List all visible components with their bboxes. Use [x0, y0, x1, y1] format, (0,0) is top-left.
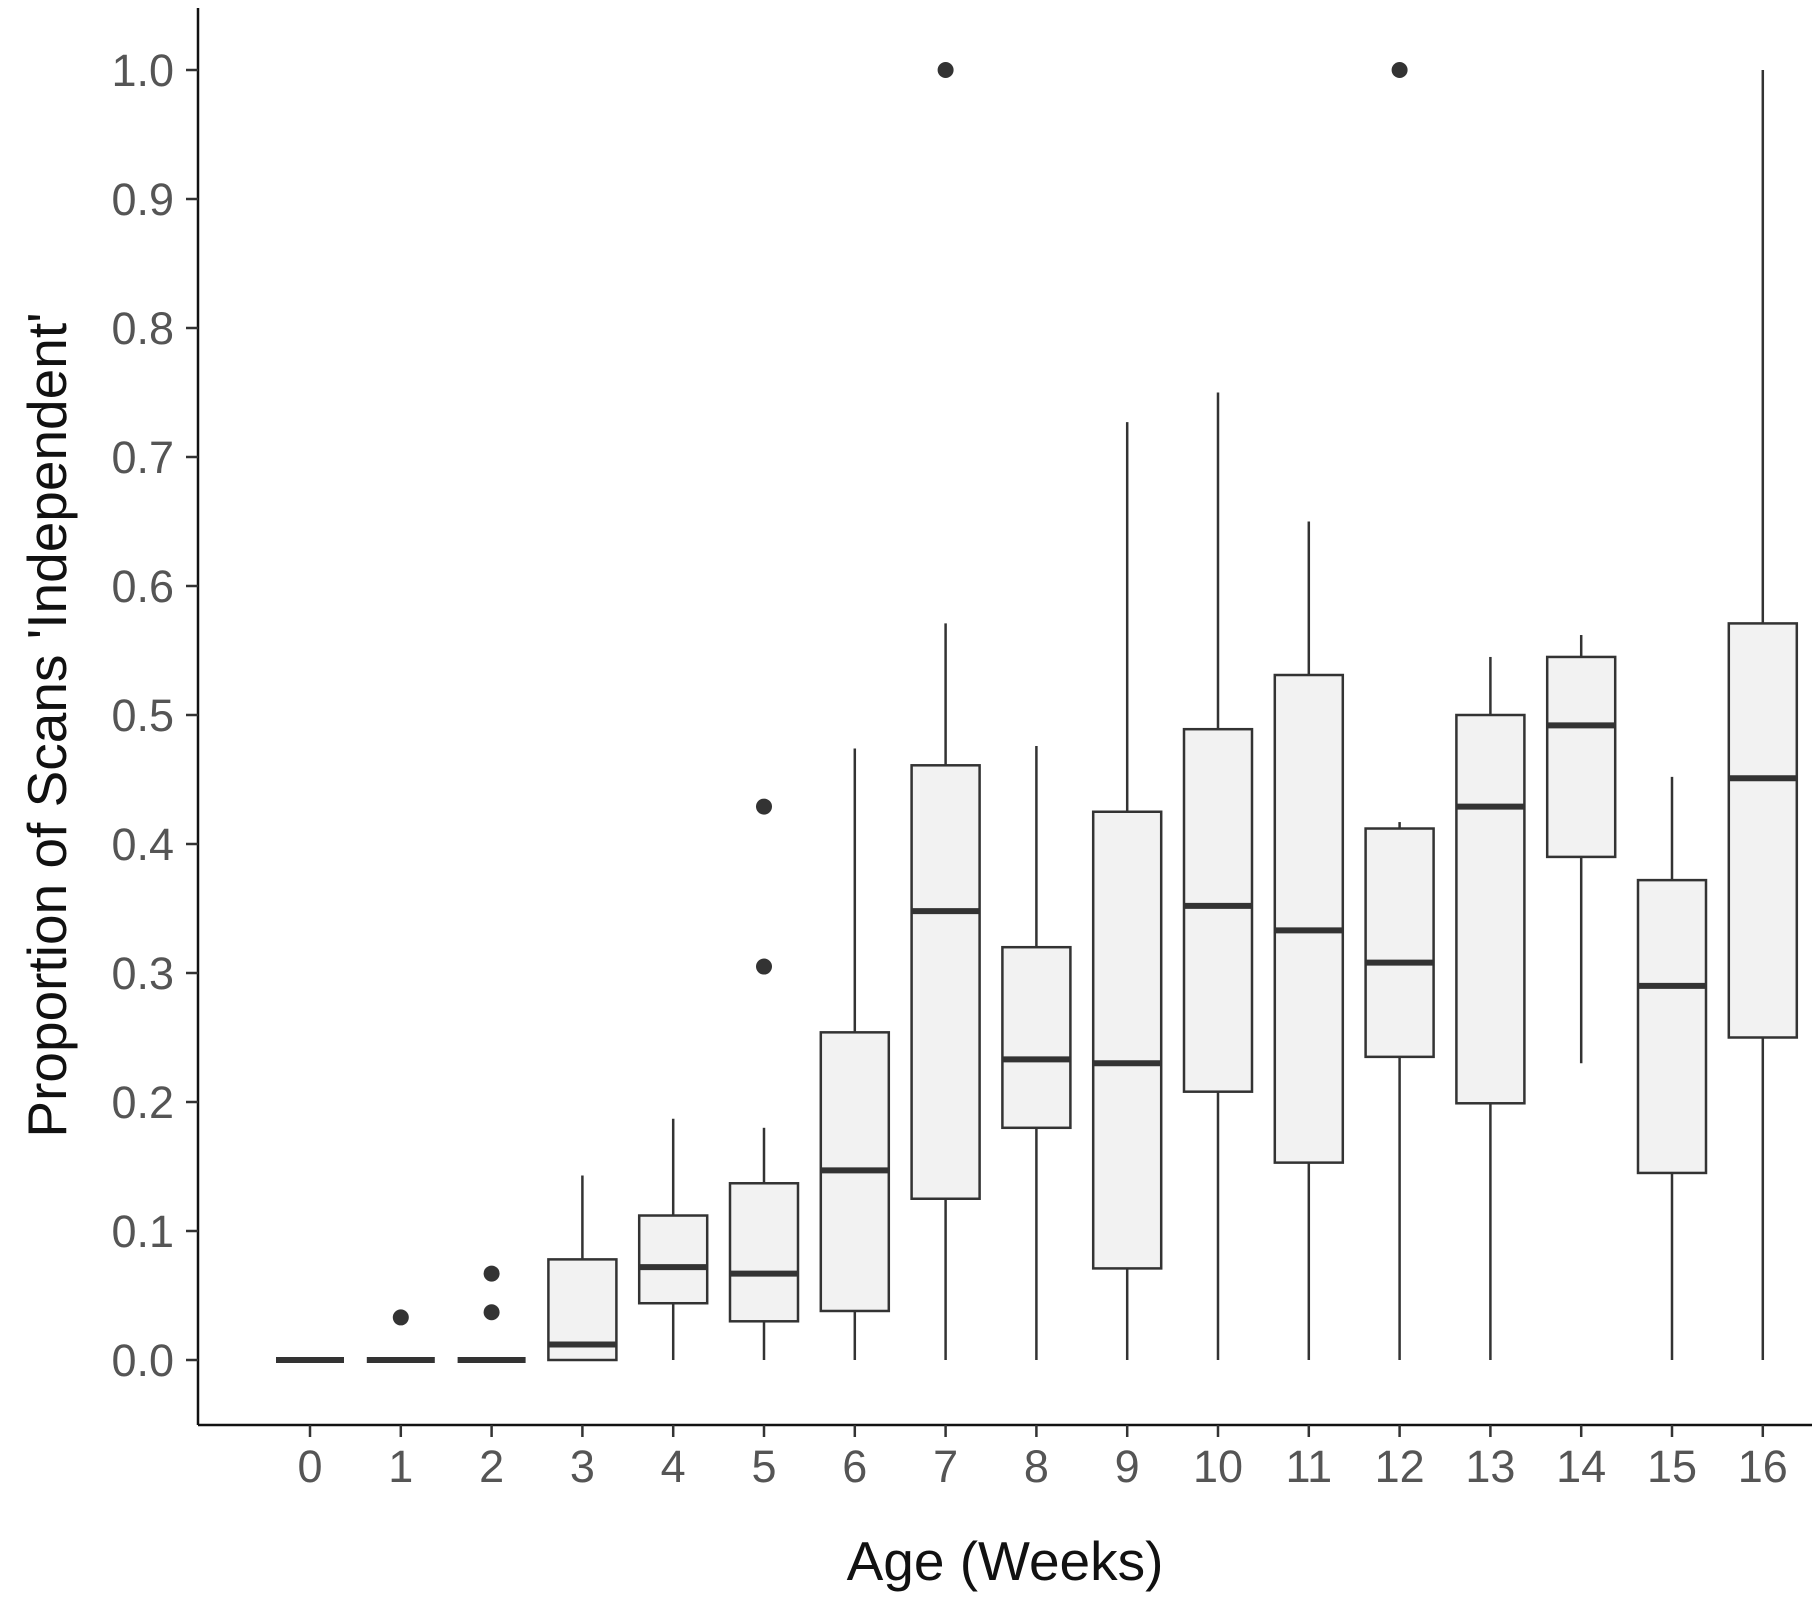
box-9	[1091, 810, 1163, 1270]
outlier-point-1-0	[392, 1309, 409, 1326]
x-tick-label: 8	[1024, 1441, 1049, 1492]
x-tick-label: 4	[661, 1441, 686, 1492]
box-group-13	[1455, 656, 1526, 1360]
box-group-4	[637, 1118, 709, 1360]
x-tick-label: 7	[933, 1441, 958, 1492]
x-tick-label: 12	[1375, 1441, 1425, 1492]
box-12	[1364, 827, 1435, 1059]
x-tick-label: 15	[1647, 1441, 1697, 1492]
x-axis-title: Age (Weeks)	[847, 1530, 1164, 1592]
box-5	[728, 1182, 800, 1323]
y-tick-label: 0.1	[111, 1206, 174, 1257]
outlier-point-12-0	[1391, 62, 1408, 78]
x-tick-label: 10	[1193, 1441, 1243, 1492]
box-group-7	[910, 62, 981, 1360]
y-tick-label: 0.9	[111, 174, 174, 225]
y-tick-label: 0.7	[111, 432, 174, 483]
box-4	[637, 1214, 709, 1305]
box-group-8	[1001, 745, 1072, 1360]
outlier-point-7-0	[937, 62, 954, 78]
box-11	[1273, 673, 1345, 1164]
box-16	[1727, 622, 1799, 1039]
box-group-5	[728, 798, 800, 1360]
y-tick-label: 0.5	[111, 690, 174, 741]
box-group-9	[1091, 422, 1163, 1360]
outlier-point-5-1	[756, 798, 772, 815]
axes: 0.00.10.20.30.40.50.60.70.80.91.00 1 2 3 4 5 6…	[111, 8, 1812, 1492]
x-tick-label: 14	[1556, 1441, 1606, 1492]
box-14	[1545, 655, 1617, 859]
x-tick-label: 3	[570, 1441, 595, 1492]
x-tick-label: 9	[1115, 1441, 1140, 1492]
y-tick-label: 1.0	[111, 45, 174, 96]
y-tick-label: 0.4	[111, 819, 174, 870]
x-tick-label: 0	[297, 1441, 322, 1492]
plot-area	[276, 62, 1799, 1363]
y-tick-label: 0.2	[111, 1077, 174, 1128]
box-7	[910, 764, 981, 1200]
outlier-point-5-0	[756, 958, 772, 975]
y-tick-label: 0.3	[111, 948, 174, 999]
x-tick-label: 1	[388, 1441, 413, 1492]
x-tick-label: 6	[842, 1441, 867, 1492]
x-tick-label: 16	[1738, 1441, 1788, 1492]
box-group-11	[1273, 521, 1345, 1360]
x-tick-label: 2	[479, 1441, 504, 1492]
outlier-point-2-1	[483, 1265, 500, 1282]
box-group-14	[1545, 635, 1617, 1064]
box-group-3	[547, 1175, 618, 1362]
box-10	[1182, 727, 1254, 1093]
x-tick-label: 11	[1285, 1441, 1332, 1492]
box-13	[1455, 713, 1526, 1105]
box-group-6	[819, 748, 891, 1360]
box-group-10	[1182, 392, 1254, 1360]
y-tick-label: 0.6	[111, 561, 174, 612]
box-group-16	[1727, 70, 1799, 1360]
y-tick-label: 0.0	[111, 1335, 174, 1386]
box-group-2	[457, 1265, 526, 1363]
y-axis-title: Proportion of Scans 'Independent'	[16, 312, 78, 1137]
y-tick-label: 0.8	[111, 303, 174, 354]
box-8	[1001, 945, 1072, 1130]
outlier-point-2-0	[483, 1304, 500, 1321]
box-group-12	[1364, 62, 1435, 1360]
x-tick-label: 13	[1465, 1441, 1515, 1492]
box-15	[1636, 878, 1708, 1175]
box-group-1	[366, 1309, 435, 1363]
x-tick-label: 5	[751, 1441, 776, 1492]
box-group-15	[1636, 776, 1708, 1360]
